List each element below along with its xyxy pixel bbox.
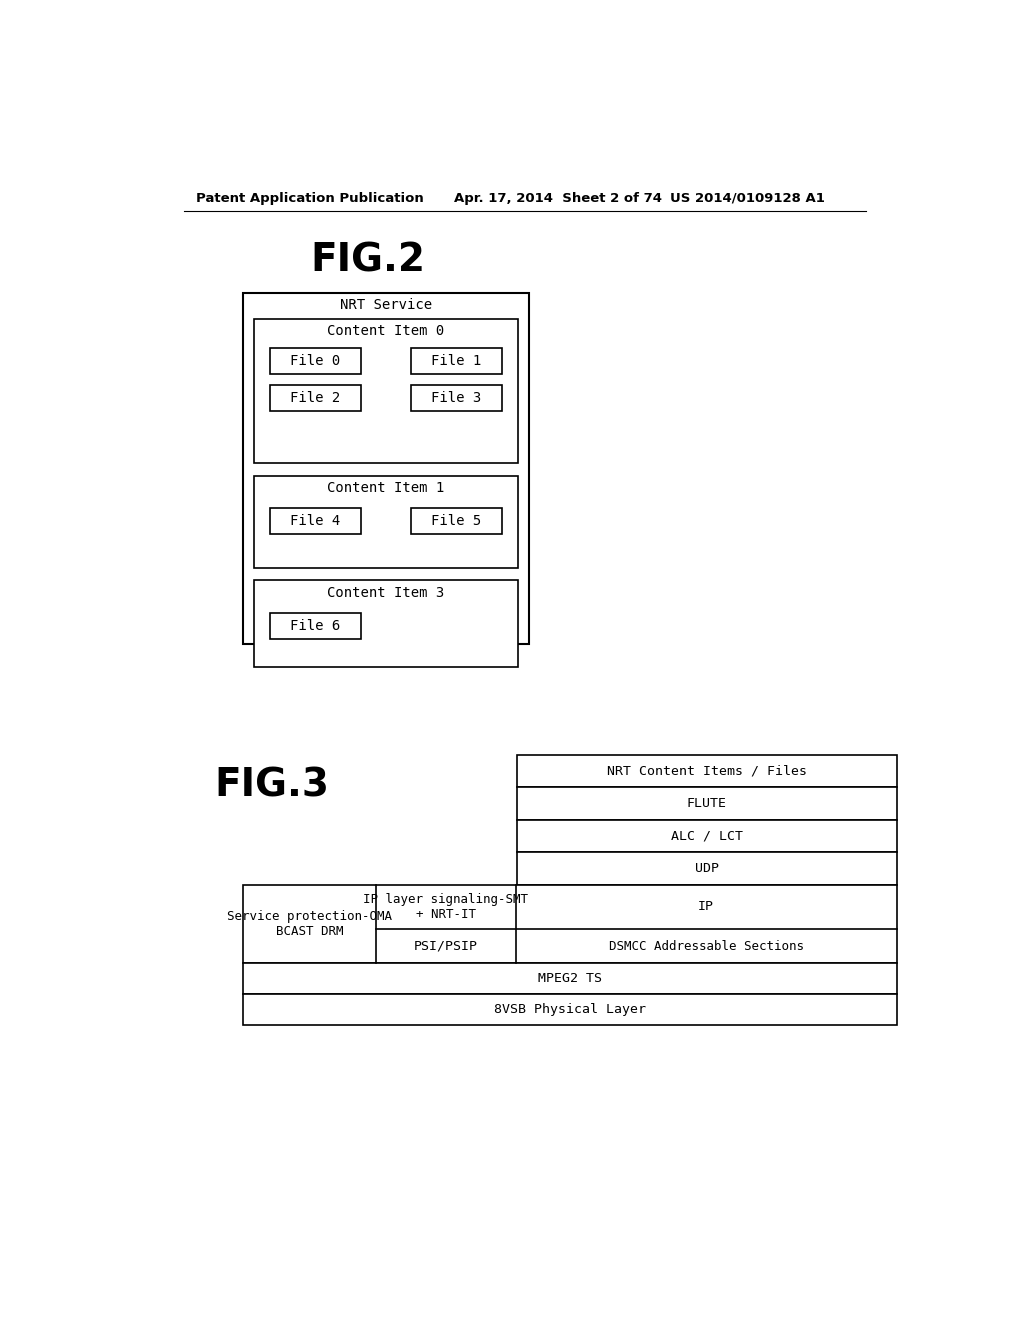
Text: File 1: File 1 [431,354,481,368]
Text: ALC / LCT: ALC / LCT [671,829,743,842]
Text: MPEG2 TS: MPEG2 TS [538,972,602,985]
Bar [243,884,897,964]
Text: NRT Service: NRT Service [340,298,432,313]
Bar [411,385,503,411]
Text: NRT Content Items / Files: NRT Content Items / Files [607,764,807,777]
Bar [243,964,897,994]
Text: File 6: File 6 [291,619,341,632]
Text: Service protection-OMA
BCAST DRM: Service protection-OMA BCAST DRM [227,909,392,937]
Bar [243,293,529,644]
Text: US 2014/0109128 A1: US 2014/0109128 A1 [671,191,825,205]
Text: IP layer signaling-SMT
+ NRT-IT: IP layer signaling-SMT + NRT-IT [364,892,528,921]
Text: PSI/PSIP: PSI/PSIP [414,940,478,953]
Text: File 4: File 4 [291,513,341,528]
Bar [517,755,897,788]
Text: Content Item 1: Content Item 1 [328,480,444,495]
Text: IP: IP [698,900,714,913]
Text: File 2: File 2 [291,391,341,405]
Bar [411,508,503,535]
Bar [270,508,361,535]
Text: DSMCC Addressable Sections: DSMCC Addressable Sections [608,940,804,953]
Text: 8VSB Physical Layer: 8VSB Physical Layer [494,1003,646,1016]
Bar [517,788,897,820]
Bar [254,581,518,667]
Bar [254,318,518,463]
Bar [254,475,518,568]
Text: FIG.3: FIG.3 [214,767,329,805]
Text: File 3: File 3 [431,391,481,405]
Text: Content Item 0: Content Item 0 [328,323,444,338]
Bar [517,853,897,884]
Bar [243,994,897,1024]
Text: Patent Application Publication: Patent Application Publication [197,191,424,205]
Text: Apr. 17, 2014  Sheet 2 of 74: Apr. 17, 2014 Sheet 2 of 74 [454,191,662,205]
Text: File 0: File 0 [291,354,341,368]
Bar [411,348,503,374]
Bar [270,385,361,411]
Text: FIG.2: FIG.2 [310,242,426,279]
Text: UDP: UDP [695,862,719,875]
Text: Content Item 3: Content Item 3 [328,586,444,599]
Text: FLUTE: FLUTE [687,797,727,810]
Bar [270,612,361,639]
Bar [517,820,897,853]
Bar [270,348,361,374]
Text: File 5: File 5 [431,513,481,528]
